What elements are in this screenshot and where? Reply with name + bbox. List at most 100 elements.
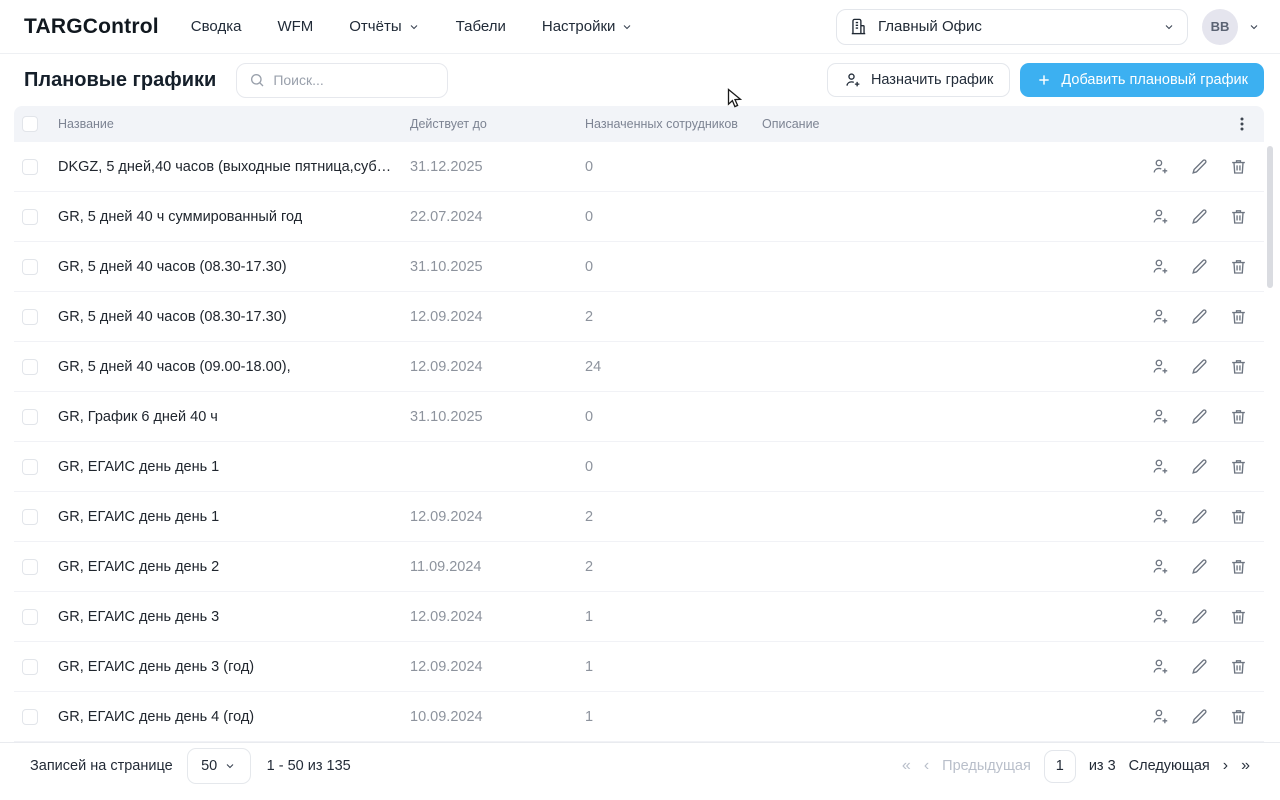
delete-icon[interactable] [1229, 557, 1248, 576]
next-page-arrow[interactable]: › [1222, 757, 1229, 774]
nav-item-wfm[interactable]: WFM [277, 18, 313, 35]
assign-users-icon[interactable] [1151, 507, 1170, 526]
current-page-input[interactable] [1043, 749, 1076, 783]
table-row[interactable]: GR, 5 дней 40 часов (09.00-18.00), 12.09… [14, 342, 1264, 392]
schedule-name: GR, ЕГАИС день день 3 [58, 608, 220, 625]
avatar: ВВ [1202, 8, 1238, 45]
plus-icon [1039, 75, 1050, 85]
valid-until-date: 31.12.2025 [410, 158, 483, 175]
row-checkbox[interactable] [22, 358, 38, 375]
delete-icon[interactable] [1229, 507, 1248, 526]
valid-until-date: 12.09.2024 [410, 658, 483, 675]
page-header: Плановые графики Назначить график Добави… [0, 54, 1280, 106]
row-checkbox[interactable] [22, 458, 38, 475]
table-row[interactable]: GR, ЕГАИС день день 2 11.09.2024 2 [14, 542, 1264, 592]
delete-icon[interactable] [1229, 657, 1248, 676]
assign-users-icon[interactable] [1151, 457, 1170, 476]
add-schedule-button[interactable]: Добавить плановый график [1020, 63, 1264, 97]
delete-icon[interactable] [1229, 207, 1248, 226]
assign-users-icon[interactable] [1151, 607, 1170, 626]
table-row[interactable]: GR, 5 дней 40 ч суммированный год 22.07.… [14, 192, 1264, 242]
edit-icon[interactable] [1190, 457, 1209, 476]
select-all-checkbox[interactable] [22, 116, 38, 132]
table-row[interactable]: GR, 5 дней 40 часов (08.30-17.30) 12.09.… [14, 292, 1264, 342]
row-checkbox[interactable] [22, 708, 38, 725]
row-checkbox[interactable] [22, 408, 38, 425]
edit-icon[interactable] [1190, 607, 1209, 626]
last-page-button[interactable]: » [1241, 757, 1250, 774]
prev-page-arrow[interactable]: ‹ [923, 757, 930, 774]
edit-icon[interactable] [1190, 507, 1209, 526]
edit-icon[interactable] [1190, 557, 1209, 576]
assign-users-icon[interactable] [1151, 207, 1170, 226]
delete-icon[interactable] [1229, 307, 1248, 326]
row-checkbox[interactable] [22, 258, 38, 275]
row-checkbox[interactable] [22, 658, 38, 675]
table-row[interactable]: GR, ЕГАИС день день 1 12.09.2024 2 [14, 492, 1264, 542]
assign-users-icon[interactable] [1151, 357, 1170, 376]
prev-page-button[interactable]: Предыдущая [942, 758, 1031, 774]
row-checkbox[interactable] [22, 158, 38, 175]
assigned-employees-count: 24 [585, 358, 602, 375]
edit-icon[interactable] [1190, 707, 1209, 726]
delete-icon[interactable] [1229, 707, 1248, 726]
first-page-button[interactable]: « [901, 757, 911, 774]
column-settings-icon[interactable] [1234, 116, 1250, 132]
delete-icon[interactable] [1229, 407, 1248, 426]
table-row[interactable]: GR, ЕГАИС день день 4 (год) 10.09.2024 1 [14, 692, 1264, 742]
edit-icon[interactable] [1190, 657, 1209, 676]
assign-users-icon[interactable] [1151, 557, 1170, 576]
assign-users-icon[interactable] [1151, 307, 1170, 326]
valid-until-date: 31.10.2025 [410, 258, 483, 275]
table-row[interactable]: DKGZ, 5 дней,40 часов (выходные пятница,… [14, 142, 1264, 192]
nav-item-otchety[interactable]: Отчёты [349, 18, 419, 35]
user-menu[interactable]: ВВ [1202, 8, 1260, 45]
search-input[interactable] [273, 72, 436, 88]
per-page-select[interactable]: 50 [186, 748, 251, 784]
assign-users-icon[interactable] [1151, 407, 1170, 426]
assigned-employees-count: 0 [585, 158, 594, 175]
delete-icon[interactable] [1229, 457, 1248, 476]
edit-icon[interactable] [1190, 407, 1209, 426]
assign-users-icon[interactable] [1151, 657, 1170, 676]
row-checkbox[interactable] [22, 508, 38, 525]
row-checkbox[interactable] [22, 608, 38, 625]
search-icon [251, 74, 264, 87]
assign-users-icon[interactable] [1151, 707, 1170, 726]
nav-item-svodka[interactable]: Сводка [191, 18, 242, 35]
table-row[interactable]: GR, ЕГАИС день день 3 (год) 12.09.2024 1 [14, 642, 1264, 692]
edit-icon[interactable] [1190, 357, 1209, 376]
delete-icon[interactable] [1229, 157, 1248, 176]
edit-icon[interactable] [1190, 157, 1209, 176]
nav-item-tabeli[interactable]: Табели [456, 18, 506, 35]
valid-until-date: 12.09.2024 [410, 308, 483, 325]
row-checkbox[interactable] [22, 208, 38, 225]
page-title: Плановые графики [24, 68, 217, 91]
table-row[interactable]: GR, ЕГАИС день день 3 12.09.2024 1 [14, 592, 1264, 642]
assign-users-icon[interactable] [1151, 157, 1170, 176]
edit-icon[interactable] [1190, 257, 1209, 276]
table-row[interactable]: GR, ЕГАИС день день 1 0 [14, 442, 1264, 492]
table-row[interactable]: GR, График 6 дней 40 ч 31.10.2025 0 [14, 392, 1264, 442]
assigned-employees-count: 1 [585, 658, 594, 675]
assigned-employees-count: 1 [585, 608, 594, 625]
delete-icon[interactable] [1229, 257, 1248, 276]
delete-icon[interactable] [1229, 607, 1248, 626]
edit-icon[interactable] [1190, 207, 1209, 226]
delete-icon[interactable] [1229, 357, 1248, 376]
row-checkbox[interactable] [22, 558, 38, 575]
assigned-employees-count: 2 [585, 508, 594, 525]
table-row[interactable]: GR, 5 дней 40 часов (08.30-17.30) 31.10.… [14, 242, 1264, 292]
nav-item-nastroyki[interactable]: Настройки [542, 18, 634, 35]
edit-icon[interactable] [1190, 307, 1209, 326]
office-selector[interactable]: Главный Офис [836, 8, 1188, 45]
assign-users-icon[interactable] [1151, 257, 1170, 276]
row-checkbox[interactable] [22, 308, 38, 325]
next-page-button[interactable]: Следующая [1128, 758, 1210, 774]
valid-until-date: 11.09.2024 [410, 558, 482, 575]
schedules-table: Название Действует до Назначенных сотруд… [14, 106, 1273, 742]
assign-schedule-button[interactable]: Назначить график [826, 63, 1011, 97]
schedule-name: GR, ЕГАИС день день 3 (год) [58, 658, 255, 675]
vertical-scrollbar[interactable] [1267, 146, 1273, 288]
assigned-employees-count: 0 [585, 458, 594, 475]
